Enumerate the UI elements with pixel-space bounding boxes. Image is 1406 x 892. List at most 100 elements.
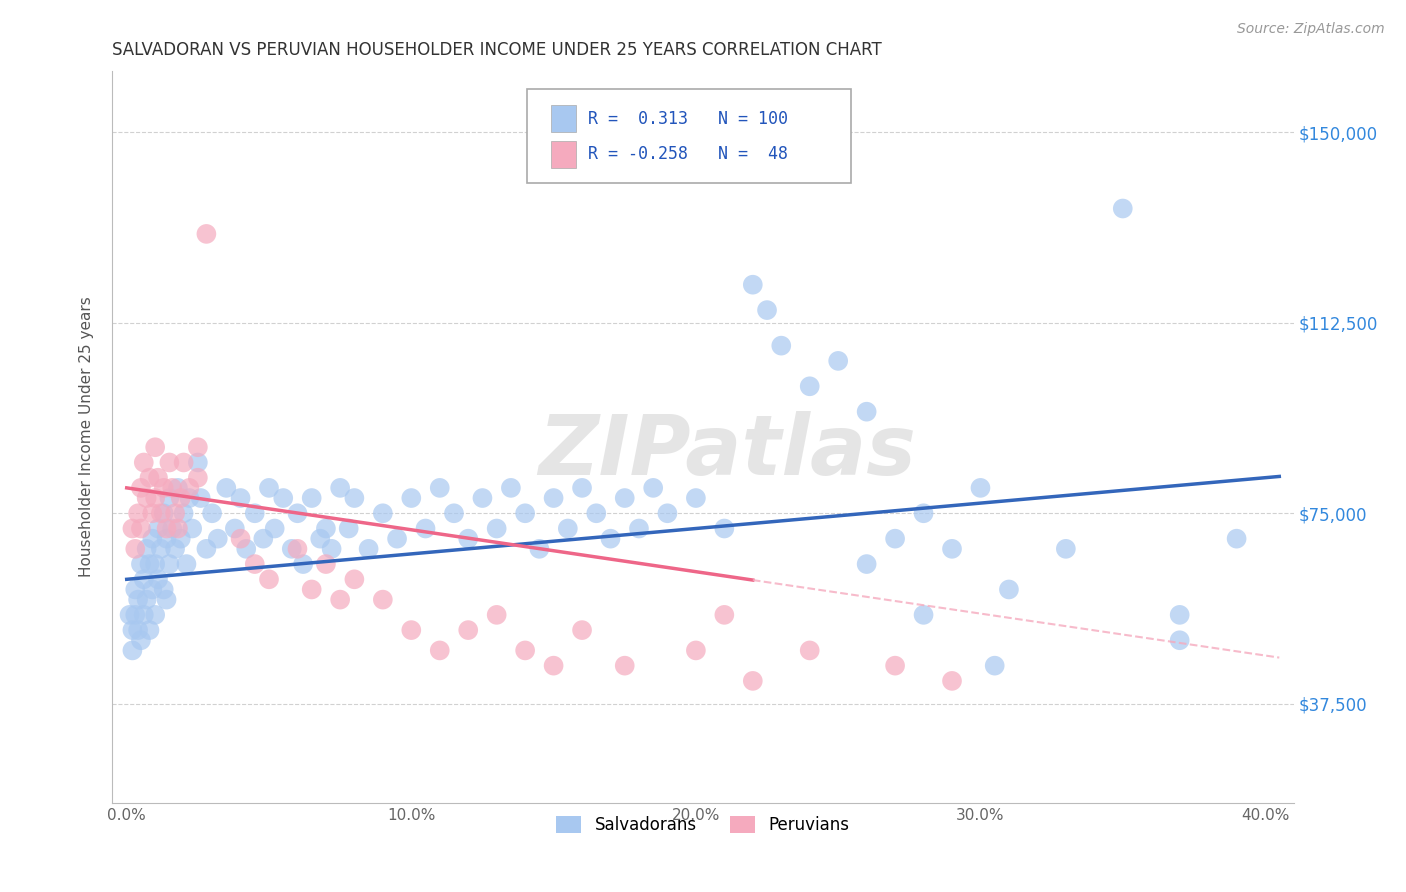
Point: [165, 541, 187, 556]
Point: [162, 481, 184, 495]
Point: [138, 557, 160, 571]
Point: [401, 623, 423, 637]
Point: [129, 633, 152, 648]
Point: [176, 557, 198, 571]
Point: [243, 506, 266, 520]
Point: [884, 658, 907, 673]
Point: [301, 582, 323, 597]
Text: ZIPatlas: ZIPatlas: [537, 411, 915, 492]
Point: [713, 521, 735, 535]
Point: [187, 471, 209, 485]
Point: [756, 303, 779, 318]
Point: [287, 506, 309, 520]
Point: [309, 532, 332, 546]
Point: [770, 338, 793, 352]
Point: [685, 643, 707, 657]
Point: [571, 623, 593, 637]
Point: [855, 405, 877, 419]
Point: [741, 277, 763, 292]
Point: [343, 572, 366, 586]
Point: [983, 658, 1005, 673]
Point: [1168, 607, 1191, 622]
Point: [429, 643, 451, 657]
Point: [287, 541, 309, 556]
Point: [1168, 633, 1191, 648]
Point: [135, 592, 157, 607]
Y-axis label: Householder Income Under 25 years: Householder Income Under 25 years: [79, 297, 94, 577]
Point: [152, 582, 174, 597]
Point: [155, 532, 177, 546]
Point: [613, 658, 636, 673]
Point: [195, 227, 218, 241]
Point: [229, 532, 252, 546]
Point: [827, 354, 849, 368]
Point: [121, 623, 143, 637]
Point: [129, 521, 152, 535]
Point: [118, 607, 141, 622]
Point: [357, 541, 380, 556]
Point: [643, 481, 665, 495]
Point: [132, 607, 155, 622]
Point: [471, 491, 494, 505]
Point: [969, 481, 991, 495]
Point: [457, 623, 479, 637]
Point: [167, 481, 190, 495]
Point: [152, 506, 174, 520]
Point: [599, 532, 621, 546]
Point: [415, 521, 437, 535]
Point: [941, 673, 963, 688]
Point: [157, 491, 180, 505]
Point: [141, 532, 163, 546]
Point: [127, 592, 149, 607]
Point: [170, 532, 193, 546]
Text: R = -0.258   N =  48: R = -0.258 N = 48: [588, 145, 787, 163]
Point: [121, 521, 143, 535]
Point: [190, 491, 212, 505]
Point: [315, 557, 337, 571]
Point: [155, 592, 177, 607]
Point: [513, 643, 536, 657]
Point: [543, 491, 565, 505]
Point: [135, 491, 157, 505]
Point: [165, 506, 187, 520]
Point: [181, 521, 204, 535]
Point: [170, 491, 193, 505]
Point: [329, 592, 352, 607]
Point: [195, 541, 218, 556]
Point: [138, 471, 160, 485]
Point: [162, 521, 184, 535]
Point: [229, 491, 252, 505]
Point: [224, 521, 246, 535]
Point: [884, 532, 907, 546]
Point: [301, 491, 323, 505]
Point: [215, 481, 238, 495]
Point: [315, 521, 337, 535]
Point: [292, 557, 315, 571]
Point: [121, 643, 143, 657]
Point: [155, 521, 177, 535]
Point: [912, 506, 935, 520]
Point: [281, 541, 304, 556]
Point: [613, 491, 636, 505]
Point: [257, 572, 280, 586]
Point: [187, 455, 209, 469]
Point: [513, 506, 536, 520]
Point: [627, 521, 650, 535]
Point: [146, 471, 169, 485]
Point: [657, 506, 679, 520]
Point: [912, 607, 935, 622]
Point: [685, 491, 707, 505]
Point: [998, 582, 1021, 597]
Point: [321, 541, 343, 556]
Point: [173, 506, 195, 520]
Point: [124, 582, 146, 597]
Point: [179, 481, 201, 495]
Point: [529, 541, 551, 556]
Point: [143, 491, 166, 505]
Point: [207, 532, 229, 546]
Point: [385, 532, 408, 546]
Point: [187, 440, 209, 454]
Point: [141, 582, 163, 597]
Point: [157, 557, 180, 571]
Point: [855, 557, 877, 571]
